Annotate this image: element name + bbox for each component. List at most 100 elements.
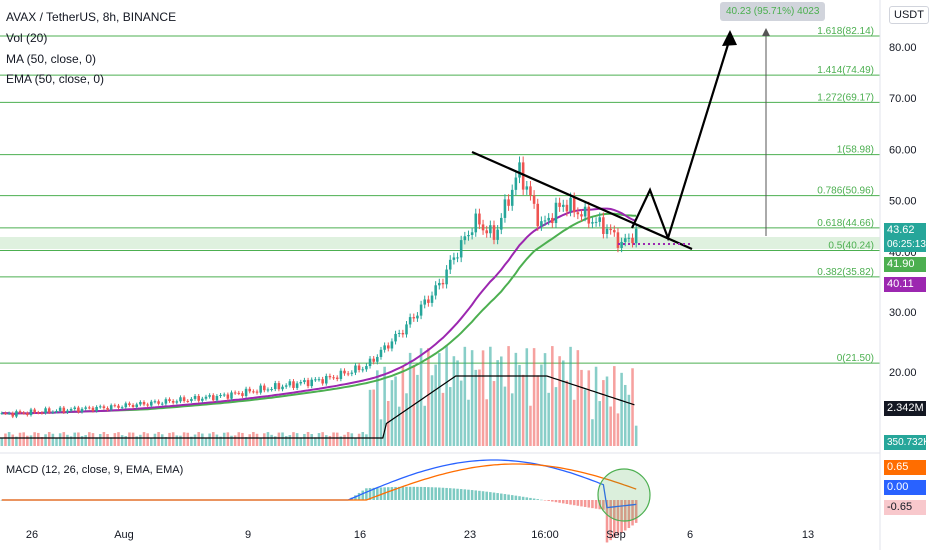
time-tick: 9 [245, 529, 251, 541]
volume-bar [273, 436, 277, 446]
volume-bar [503, 386, 507, 446]
volume-bar [164, 436, 168, 446]
candle-body [485, 230, 488, 234]
indicator-ma[interactable]: MA (50, close, 0) [6, 52, 97, 66]
volume-bar [88, 432, 91, 446]
volume-bar [576, 350, 580, 446]
macd-histogram-bar [408, 486, 412, 500]
time-tick: Aug [114, 529, 134, 541]
volume-bar [26, 435, 29, 446]
candle-body [0, 413, 4, 415]
volume-bar [634, 425, 638, 446]
candle-body [102, 406, 106, 409]
candle-body [142, 402, 146, 405]
candle-body [292, 381, 295, 388]
macd-histogram-bar [547, 500, 550, 501]
indicator-volume[interactable]: Vol (20) [6, 31, 48, 45]
macd-histogram-bar [397, 486, 401, 500]
volume-bar [365, 434, 368, 446]
descending-trendline[interactable] [471, 150, 693, 251]
candle-body [416, 315, 419, 319]
volume-bar [448, 387, 452, 446]
measure-arrowhead [762, 28, 770, 36]
measure-label: 40.23 (95.71%) 4023 [720, 2, 826, 21]
volume-bar [47, 432, 51, 446]
macd-histogram-bar [609, 500, 612, 541]
volume-bar [77, 432, 80, 446]
countdown-badge: 06:25:13 [884, 237, 926, 252]
volume-bar [190, 436, 193, 446]
volume-bar [62, 432, 66, 446]
candle-body [47, 408, 51, 413]
indicator-ema[interactable]: EMA (50, close, 0) [6, 72, 105, 86]
candle-body [405, 324, 408, 335]
candle-body [263, 385, 266, 391]
current-price-badge: 43.62 [884, 223, 926, 238]
volume-bar [51, 433, 55, 446]
candle-body [98, 406, 102, 408]
volume-bar [383, 366, 386, 446]
macd-histogram-bar [379, 487, 383, 500]
candle-body [120, 407, 124, 409]
volume-bar [376, 370, 379, 446]
macd-histogram-bar [376, 487, 379, 500]
fib-label: 0.5(40.24) [828, 241, 874, 252]
candle-body [88, 407, 91, 409]
time-axis[interactable]: 26 Aug 9 16 23 16:00 Sep 6 13 [26, 529, 814, 541]
volume-bar [325, 435, 328, 446]
volume-bar [193, 434, 197, 446]
projection-arrow[interactable] [631, 37, 732, 242]
candle-body [558, 202, 561, 207]
candle-body [248, 388, 252, 392]
volume-bar [226, 432, 230, 446]
candle-body [58, 407, 62, 411]
volume-bar [558, 356, 561, 446]
fib-label: 0.382(35.82) [817, 267, 874, 278]
candle-body [208, 395, 211, 397]
volume-bar [73, 432, 77, 446]
macd-highlight-circle[interactable] [597, 468, 651, 522]
macd-histogram-bar [532, 498, 536, 500]
candle-body [390, 341, 394, 349]
candle-body [598, 217, 601, 222]
volume-bar [438, 353, 441, 446]
volume-bar [37, 432, 40, 446]
volume-bar [230, 435, 233, 446]
candle-body [244, 388, 248, 396]
fibonacci-levels[interactable] [0, 35, 880, 364]
candle-body [4, 413, 7, 415]
volume-bar [18, 432, 22, 446]
candle-body [565, 204, 569, 212]
volume-bar [179, 435, 182, 446]
candle-body [572, 197, 576, 213]
candle-body [7, 413, 11, 415]
volume-bar [157, 432, 160, 446]
volume-bar [357, 433, 361, 446]
candle-body [193, 395, 197, 399]
candle-body [252, 391, 255, 393]
macd-histogram-bar [448, 488, 452, 500]
macd-histogram-bar [438, 487, 441, 500]
candle-body [157, 401, 160, 404]
candle-body [430, 295, 434, 303]
macd-histogram-bar [452, 488, 456, 500]
macd-histogram-bar [565, 500, 569, 504]
volume-bar [146, 433, 149, 446]
volume-bar [591, 419, 594, 446]
time-tick: Sep [606, 529, 626, 541]
price-tick: 50.00 [889, 196, 917, 208]
candle-body [175, 401, 179, 403]
volume-bar [255, 433, 259, 446]
candle-body [372, 358, 375, 362]
volume-bar [33, 432, 36, 446]
currency-button[interactable]: USDT [889, 6, 929, 24]
macd-histogram-bar [569, 500, 572, 505]
fib-label: 1.272(69.17) [817, 92, 874, 103]
volume-bar [386, 400, 390, 446]
candle-body [401, 332, 405, 335]
volume-bar [113, 433, 117, 446]
indicator-macd[interactable]: MACD (12, 26, close, 9, EMA, EMA) [6, 464, 184, 476]
volume-bar [423, 405, 427, 446]
